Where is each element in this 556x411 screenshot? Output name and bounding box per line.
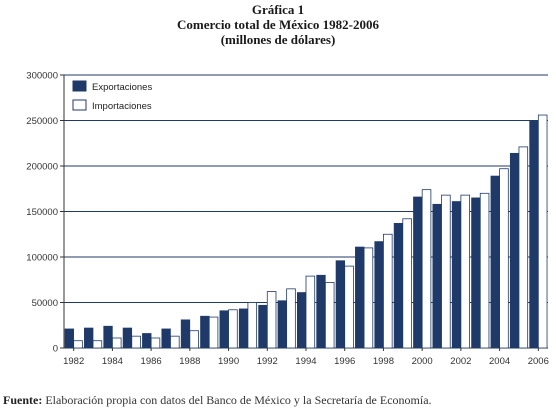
bar-importaciones xyxy=(92,340,103,349)
bar-importaciones xyxy=(266,291,277,349)
x-tick-label: 1984 xyxy=(102,356,123,367)
legend-label-exportaciones: Exportaciones xyxy=(92,82,152,93)
x-tick-label: 1998 xyxy=(373,356,394,367)
bar-exportaciones xyxy=(219,310,229,349)
y-tick-label: 300000 xyxy=(26,71,58,82)
x-tick-label: 1982 xyxy=(63,356,84,367)
bar-exportaciones xyxy=(316,274,326,349)
bar-exportaciones xyxy=(142,333,152,349)
source-note: Fuente: Elaboración propia con datos del… xyxy=(3,393,555,407)
bar-exportaciones xyxy=(161,328,171,349)
bar-importaciones xyxy=(247,302,258,349)
bar-exportaciones xyxy=(355,246,365,349)
bar-exportaciones xyxy=(296,292,307,349)
source-text: Elaboración propia con datos del Banco d… xyxy=(45,393,432,407)
x-tick-label: 1996 xyxy=(334,356,355,367)
bar-exportaciones xyxy=(84,327,94,349)
bar-importaciones xyxy=(228,309,238,349)
bar-exportaciones xyxy=(529,120,539,349)
bar-importaciones xyxy=(479,192,490,349)
bar-importaciones xyxy=(189,330,199,349)
bar-importaciones xyxy=(344,265,354,349)
bar-importaciones xyxy=(208,316,219,349)
bar-exportaciones xyxy=(451,201,462,349)
x-tick-label: 1994 xyxy=(295,356,316,367)
y-tick-label: 0 xyxy=(53,344,58,355)
x-tick-label: 2002 xyxy=(450,356,471,367)
chart-units: (millones de dólares) xyxy=(220,32,336,47)
bar-exportaciones xyxy=(413,196,423,349)
bar-importaciones xyxy=(518,146,529,349)
bar-importaciones xyxy=(305,275,316,349)
bar-importaciones xyxy=(170,335,180,349)
bar-importaciones xyxy=(383,233,393,349)
chart-subtitle: Comercio total de México 1982-2006 xyxy=(177,17,379,32)
bar-exportaciones xyxy=(509,152,520,349)
bar-importaciones xyxy=(421,189,432,349)
bar-importaciones xyxy=(131,335,141,349)
legend-swatch-importaciones xyxy=(72,99,87,111)
legend-label-importaciones: Importaciones xyxy=(92,101,152,112)
bar-importaciones xyxy=(150,337,161,349)
bar-importaciones xyxy=(286,288,296,349)
bar-importaciones xyxy=(499,168,509,349)
y-tick-label: 100000 xyxy=(26,253,58,264)
x-tick-label: 1992 xyxy=(257,356,278,367)
bar-exportaciones xyxy=(122,327,133,349)
bar-importaciones xyxy=(537,114,548,349)
bar-exportaciones xyxy=(200,315,210,349)
x-tick-label: 2004 xyxy=(489,356,510,367)
bar-importaciones xyxy=(460,194,470,349)
bar-exportaciones xyxy=(432,203,442,349)
bar-importaciones xyxy=(402,218,412,349)
bar-importaciones xyxy=(73,340,83,349)
x-tick-label: 1990 xyxy=(218,356,239,367)
bar-exportaciones xyxy=(335,260,346,349)
y-tick-label: 200000 xyxy=(26,162,58,173)
bar-exportaciones xyxy=(374,241,384,349)
x-tick-label: 1988 xyxy=(179,356,200,367)
y-tick-label: 50000 xyxy=(32,298,58,309)
bar-exportaciones xyxy=(103,325,113,349)
bar-exportaciones xyxy=(471,197,481,349)
bar-exportaciones xyxy=(490,175,500,349)
x-tick-label: 2000 xyxy=(412,356,433,367)
bar-importaciones xyxy=(363,247,374,349)
chart-title: Gráfica 1 xyxy=(251,2,305,17)
bar-exportaciones xyxy=(180,319,191,349)
bar-importaciones xyxy=(441,194,451,349)
legend-swatch-exportaciones xyxy=(72,80,87,92)
bar-importaciones xyxy=(112,337,122,349)
y-tick-label: 250000 xyxy=(26,116,58,127)
bar-exportaciones xyxy=(258,304,268,349)
bar-exportaciones xyxy=(277,300,287,349)
bar-importaciones xyxy=(324,282,335,349)
y-tick-label: 150000 xyxy=(26,207,58,218)
bar-exportaciones xyxy=(238,308,249,349)
source-label: Fuente: xyxy=(3,393,43,407)
x-tick-label: 1986 xyxy=(141,356,162,367)
bar-exportaciones xyxy=(393,223,404,349)
bar-exportaciones xyxy=(64,328,74,349)
bar-chart: 0 50000 100000 150000 200000 250000 300000 1982… xyxy=(26,71,549,368)
x-tick-label: 2006 xyxy=(528,356,549,367)
